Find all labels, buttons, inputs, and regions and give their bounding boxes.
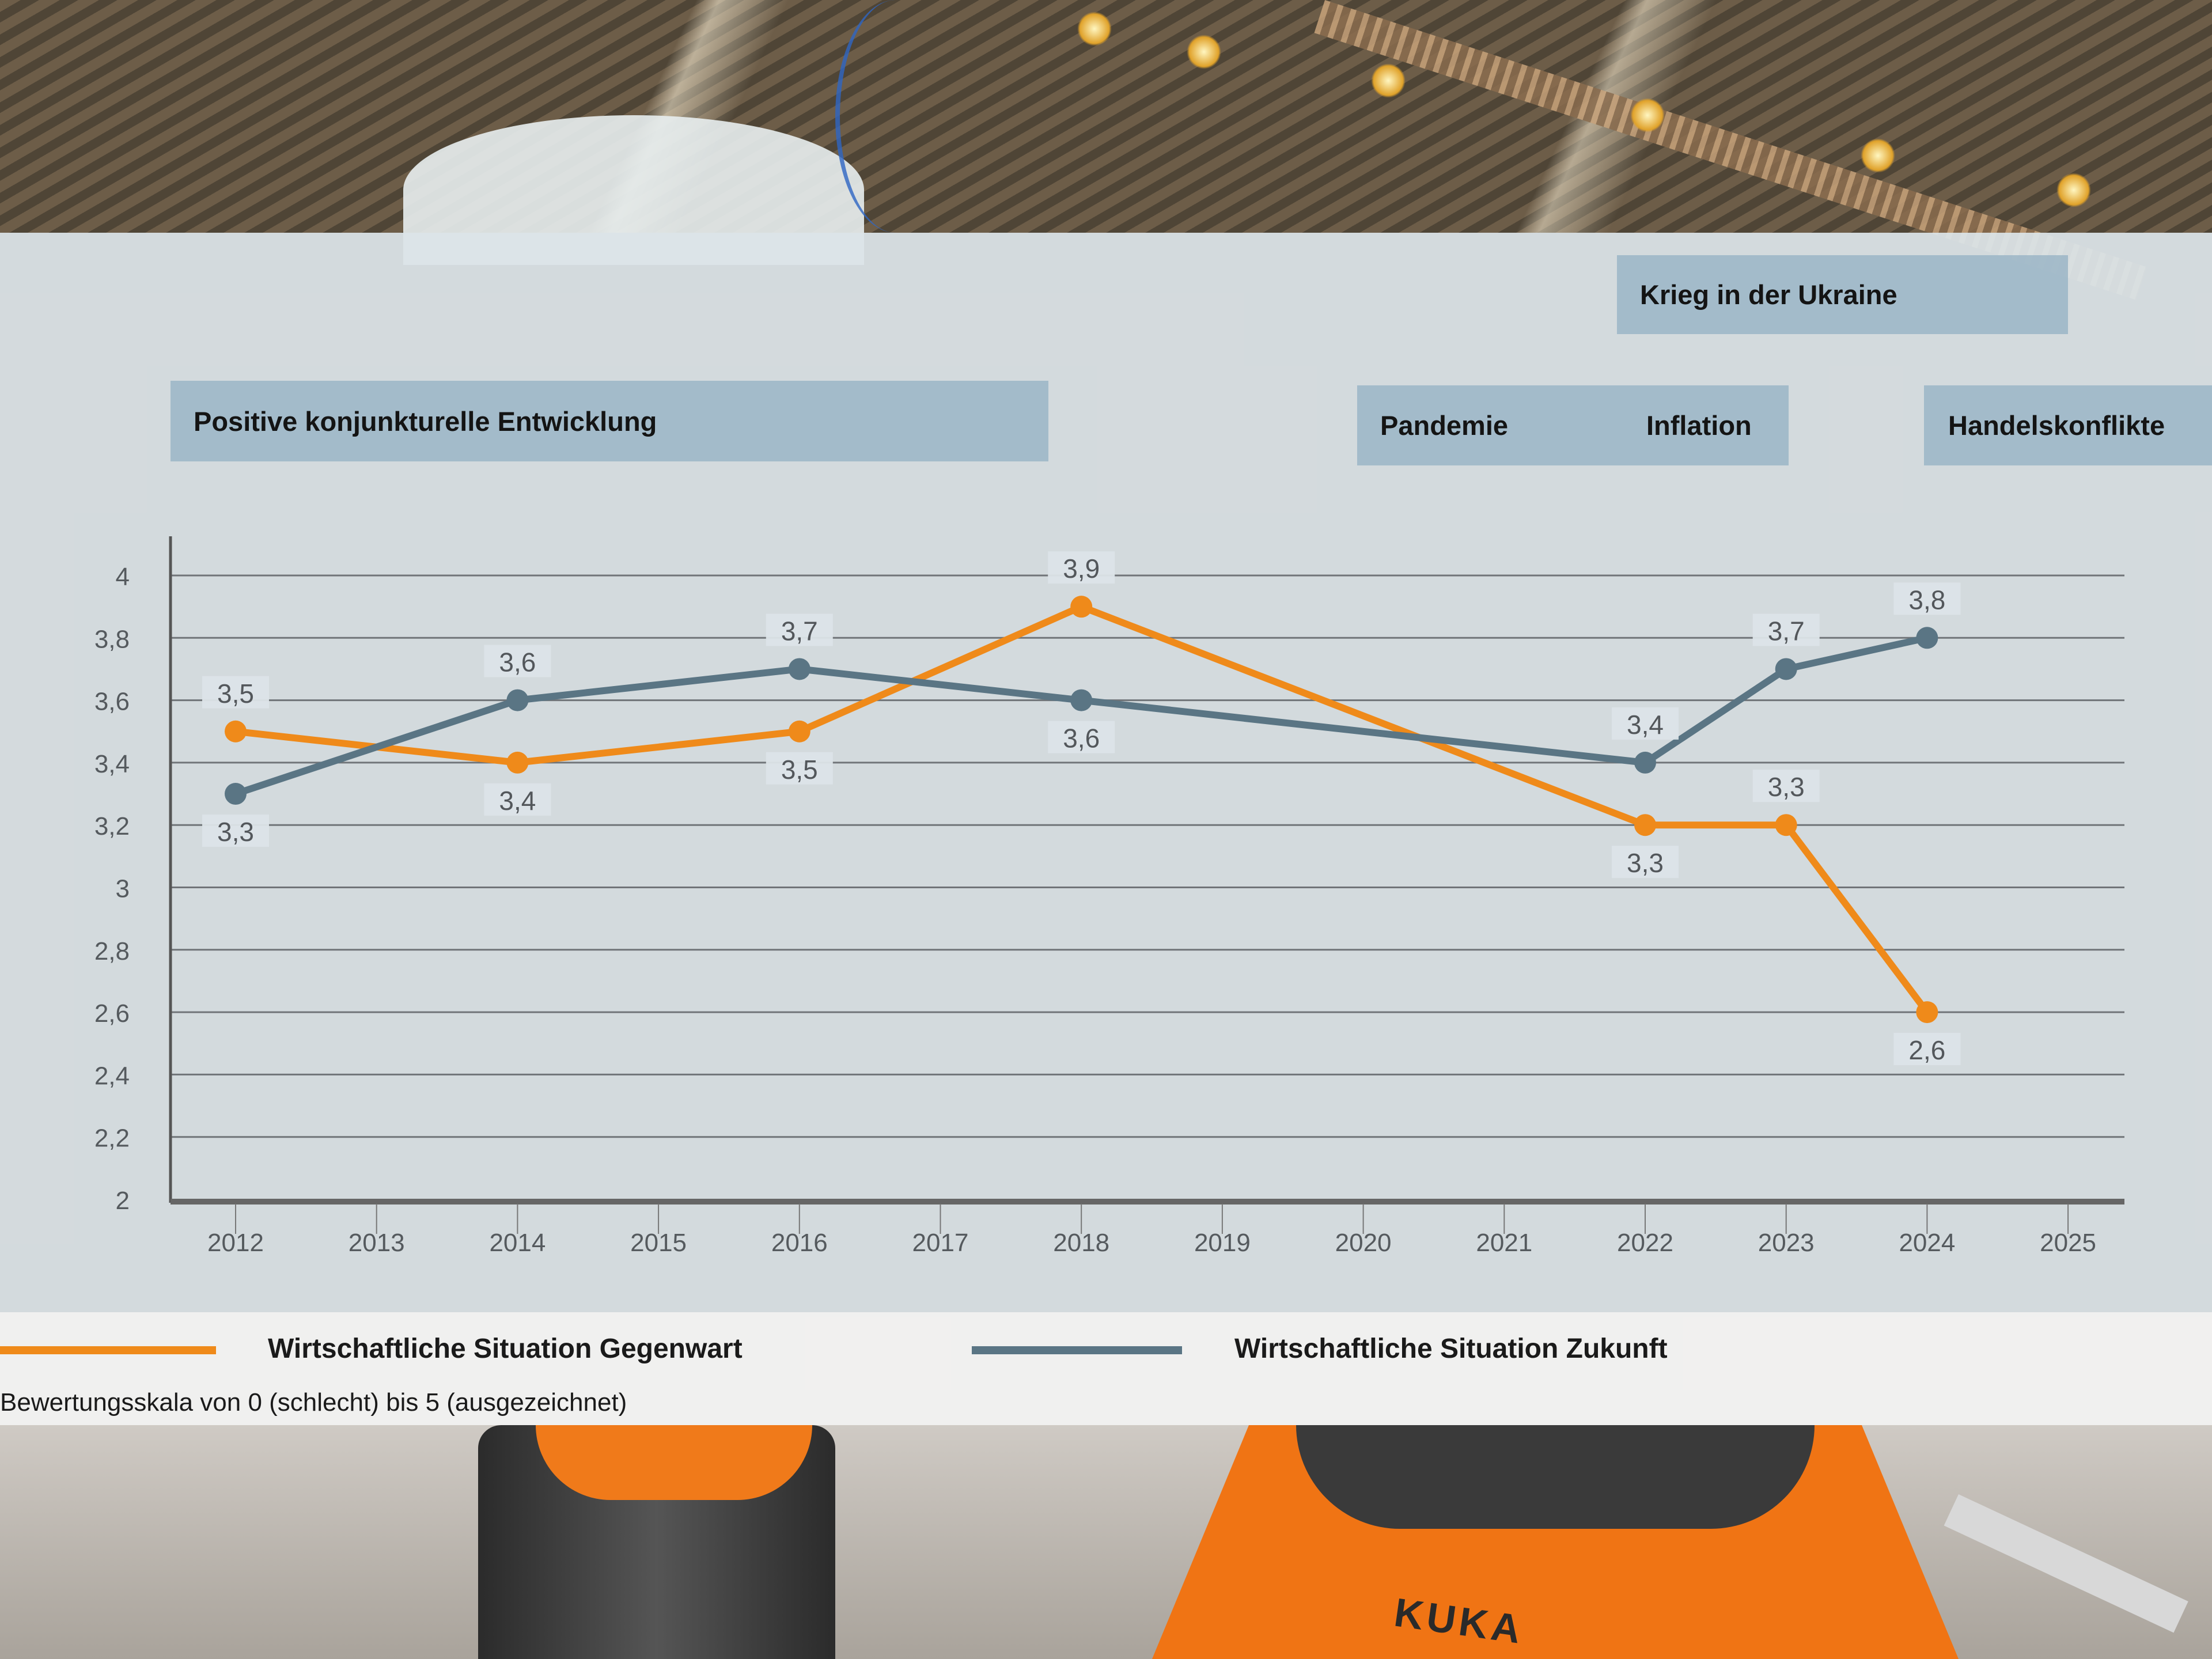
x-tick-label: 2021 (1476, 1229, 1532, 1257)
data-point-marker[interactable] (1916, 627, 1938, 649)
y-tick-label: 2,8 (94, 937, 130, 965)
data-label: 3,3 (1627, 848, 1664, 878)
data-label: 3,9 (1063, 554, 1100, 584)
event-positive-development: Positive konjunkturelle Entwicklung (171, 381, 1048, 461)
x-tick-label: 2019 (1194, 1229, 1251, 1257)
event-label: Krieg in der Ukraine (1640, 279, 1897, 310)
label-bg (202, 676, 269, 709)
data-point-marker[interactable] (788, 720, 810, 743)
y-tick-label: 4 (116, 563, 130, 591)
label-bg (484, 645, 551, 677)
event-trade-conflicts: Handelskonflikte (1924, 385, 2212, 465)
label-bg (1752, 770, 1820, 802)
legend-band (0, 1312, 2212, 1425)
data-point-marker[interactable] (1070, 596, 1093, 618)
data-point-marker[interactable] (1634, 814, 1656, 836)
label-bg (202, 815, 269, 847)
label-bg (766, 613, 833, 646)
blue-cable (835, 0, 955, 233)
data-label: 3,7 (1768, 616, 1805, 646)
label-bg (766, 752, 833, 785)
legend-line-current (0, 1346, 216, 1354)
event-label: Positive konjunkturelle Entwicklung (194, 406, 657, 437)
y-tick-label: 2,6 (94, 999, 130, 1028)
data-label: 3,6 (1063, 724, 1100, 753)
data-point-marker[interactable] (225, 720, 247, 743)
legend-label-current: Wirtschaftliche Situation Gegenwart (268, 1334, 743, 1364)
label-bg (1612, 707, 1679, 740)
x-tick-label: 2014 (489, 1229, 546, 1257)
data-point-marker[interactable] (1916, 1001, 1938, 1024)
data-point-marker[interactable] (788, 658, 810, 680)
legend-label-future: Wirtschaftliche Situation Zukunft (1234, 1334, 1668, 1364)
x-tick-label: 2013 (349, 1229, 405, 1257)
label-bg (1048, 551, 1115, 584)
x-tick-label: 2018 (1053, 1229, 1109, 1257)
spotlight-icon (2056, 173, 2091, 207)
robot-base-left-orange (536, 1425, 812, 1500)
data-label: 3,4 (1627, 710, 1664, 740)
spotlight-icon (1630, 98, 1665, 132)
x-tick-label: 2023 (1758, 1229, 1815, 1257)
data-point-marker[interactable] (1070, 689, 1093, 711)
spotlight-icon (1077, 12, 1112, 46)
data-label: 3,3 (1768, 772, 1805, 802)
x-tick-label: 2015 (630, 1229, 687, 1257)
spotlight-icon (1371, 63, 1406, 98)
y-tick-label: 2,4 (94, 1062, 130, 1090)
x-tick-label: 2012 (207, 1229, 264, 1257)
data-label: 2,6 (1908, 1035, 1945, 1065)
data-point-marker[interactable] (506, 689, 529, 711)
event-label-pandemic: Pandemie (1380, 410, 1509, 441)
data-label: 3,8 (1908, 585, 1945, 615)
data-label: 3,7 (781, 616, 818, 646)
x-tick-label: 2022 (1617, 1229, 1673, 1257)
y-tick-label: 3 (116, 875, 130, 903)
robot-base-right-top (1296, 1425, 1815, 1529)
y-tick-label: 2,2 (94, 1124, 130, 1153)
data-label: 3,3 (217, 817, 254, 847)
x-tick-label: 2017 (912, 1229, 969, 1257)
data-point-marker[interactable] (1775, 814, 1797, 836)
spotlight-icon (1861, 138, 1895, 173)
data-point-marker[interactable] (506, 751, 529, 774)
scale-note: Bewertungsskala von 0 (schlecht) bis 5 (… (0, 1388, 627, 1416)
y-tick-label: 2 (116, 1187, 130, 1215)
x-tick-label: 2016 (771, 1229, 828, 1257)
legend-line-future (972, 1346, 1182, 1354)
label-bg (1893, 1033, 1961, 1066)
event-label: Handelskonflikte (1948, 410, 2165, 441)
label-bg (1752, 613, 1820, 646)
x-tick-label: 2020 (1335, 1229, 1392, 1257)
event-pandemic-inflation: Pandemie Inflation (1357, 385, 1789, 465)
background-photo-bottom: KUKA (0, 1425, 2212, 1659)
data-label: 3,5 (217, 679, 254, 709)
y-tick-label: 3,4 (94, 750, 130, 778)
background-photo-top (0, 0, 2212, 300)
y-tick-label: 3,2 (94, 812, 130, 840)
data-point-marker[interactable] (1634, 751, 1656, 774)
event-war-ukraine: Krieg in der Ukraine (1617, 255, 2068, 334)
data-label: 3,6 (499, 647, 536, 677)
y-tick-label: 3,6 (94, 688, 130, 716)
x-tick-label: 2024 (1899, 1229, 1955, 1257)
label-bg (484, 783, 551, 816)
event-label-inflation: Inflation (1646, 410, 1752, 441)
spotlight-icon (1187, 35, 1221, 69)
x-tick-label: 2025 (2040, 1229, 2096, 1257)
label-bg (1048, 721, 1115, 753)
label-bg (1893, 582, 1961, 615)
data-point-marker[interactable] (225, 783, 247, 805)
data-label: 3,4 (499, 786, 536, 816)
data-label: 3,5 (781, 755, 818, 785)
data-point-marker[interactable] (1775, 658, 1797, 680)
y-tick-label: 3,8 (94, 625, 130, 653)
label-bg (1612, 846, 1679, 878)
